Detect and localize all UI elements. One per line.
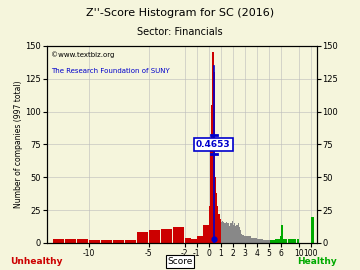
Bar: [292, 239, 294, 243]
Bar: [290, 239, 292, 243]
Bar: [263, 240, 269, 243]
Bar: [228, 223, 229, 243]
Bar: [125, 240, 136, 243]
Bar: [217, 206, 219, 243]
Bar: [149, 230, 160, 243]
Bar: [233, 225, 234, 243]
Bar: [251, 238, 257, 243]
Bar: [227, 223, 228, 243]
Y-axis label: Number of companies (997 total): Number of companies (997 total): [14, 81, 23, 208]
Bar: [223, 222, 224, 243]
Bar: [297, 239, 299, 243]
Bar: [283, 239, 285, 243]
Text: Score: Score: [167, 257, 193, 266]
Text: The Research Foundation of SUNY: The Research Foundation of SUNY: [51, 68, 170, 74]
Bar: [241, 234, 242, 243]
Bar: [210, 151, 211, 243]
Bar: [216, 193, 217, 243]
Bar: [212, 52, 213, 243]
Bar: [219, 214, 220, 243]
Bar: [53, 239, 64, 243]
Bar: [230, 223, 231, 243]
Text: Unhealthy: Unhealthy: [10, 257, 62, 266]
Bar: [173, 227, 184, 243]
Text: Healthy: Healthy: [297, 257, 337, 266]
Bar: [242, 235, 244, 243]
Bar: [277, 239, 279, 243]
Bar: [197, 237, 203, 243]
Bar: [191, 239, 197, 243]
Bar: [240, 230, 241, 243]
Bar: [161, 228, 172, 243]
Bar: [270, 240, 272, 243]
Bar: [275, 239, 277, 243]
Bar: [203, 225, 208, 243]
Bar: [237, 225, 238, 243]
Bar: [209, 206, 210, 243]
Text: ©www.textbiz.org: ©www.textbiz.org: [51, 52, 114, 59]
Bar: [137, 232, 148, 243]
Bar: [273, 240, 275, 243]
Text: Z''-Score Histogram for SC (2016): Z''-Score Histogram for SC (2016): [86, 8, 274, 18]
Text: 0.4653: 0.4653: [196, 140, 231, 149]
Bar: [226, 222, 227, 243]
Bar: [285, 239, 287, 243]
Bar: [235, 226, 237, 243]
Bar: [221, 222, 222, 243]
Text: Sector: Financials: Sector: Financials: [137, 27, 223, 37]
Bar: [281, 225, 283, 243]
Bar: [239, 227, 240, 243]
Bar: [244, 237, 245, 243]
Bar: [238, 223, 239, 243]
Bar: [213, 72, 215, 243]
Bar: [222, 221, 223, 243]
Bar: [257, 239, 262, 243]
Bar: [101, 240, 112, 243]
Bar: [224, 223, 226, 243]
Bar: [288, 239, 290, 243]
Bar: [215, 177, 216, 243]
Bar: [113, 240, 124, 243]
Bar: [294, 239, 297, 243]
Bar: [77, 239, 88, 243]
Bar: [280, 237, 281, 243]
Bar: [231, 221, 233, 243]
Bar: [89, 240, 100, 243]
Bar: [245, 237, 251, 243]
Bar: [311, 217, 314, 243]
Bar: [234, 223, 235, 243]
Bar: [229, 226, 230, 243]
Bar: [185, 238, 190, 243]
Bar: [211, 105, 212, 243]
Bar: [220, 219, 221, 243]
Bar: [65, 239, 76, 243]
Bar: [269, 240, 270, 243]
